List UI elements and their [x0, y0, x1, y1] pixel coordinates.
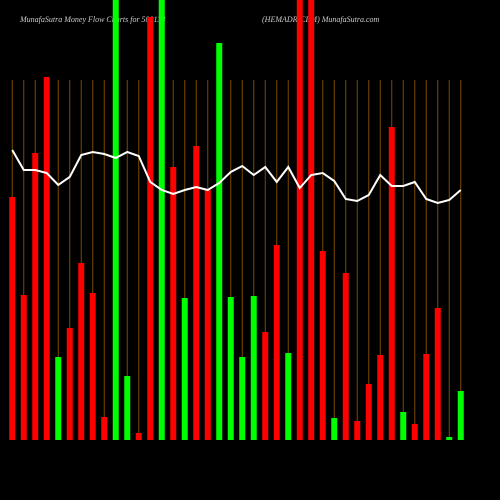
- bar: [423, 354, 430, 440]
- bar: [204, 190, 211, 440]
- chart-title: MunafaSutra Money Flow Charts for 500133: [19, 15, 166, 24]
- bar: [457, 391, 464, 440]
- bar: [135, 433, 142, 440]
- bar: [32, 153, 39, 440]
- chart-subtitle: (HEMADRICEM) MunafaSutra.com: [262, 15, 380, 24]
- bar: [89, 293, 96, 440]
- money-flow-line: [11, 149, 462, 205]
- bar: [411, 424, 418, 440]
- bar: [66, 328, 73, 440]
- bar: [377, 355, 384, 440]
- bar: [273, 245, 280, 440]
- bar: [250, 296, 257, 440]
- bar: [181, 298, 188, 440]
- bar: [20, 295, 27, 440]
- bar: [319, 251, 326, 440]
- bar: [285, 353, 292, 440]
- bar: [388, 127, 395, 440]
- bar: [124, 376, 131, 440]
- bar: [9, 197, 16, 440]
- bar: [193, 146, 200, 440]
- bar: [216, 43, 223, 440]
- bar: [365, 384, 372, 440]
- bar: [446, 437, 453, 440]
- bar: [239, 357, 246, 440]
- bar: [354, 421, 361, 440]
- bar: [55, 357, 62, 440]
- bar: [331, 418, 338, 440]
- bar: [158, 0, 165, 440]
- bar: [78, 263, 85, 440]
- bar: [227, 297, 234, 440]
- bar: [400, 412, 407, 440]
- bar: [43, 77, 50, 440]
- bar: [112, 0, 119, 440]
- bar: [101, 417, 108, 440]
- bar: [296, 0, 303, 440]
- bar: [147, 17, 154, 440]
- bar: [434, 308, 441, 440]
- bar: [170, 167, 177, 440]
- bar: [342, 273, 349, 440]
- bar: [262, 332, 269, 440]
- bar: [308, 0, 315, 440]
